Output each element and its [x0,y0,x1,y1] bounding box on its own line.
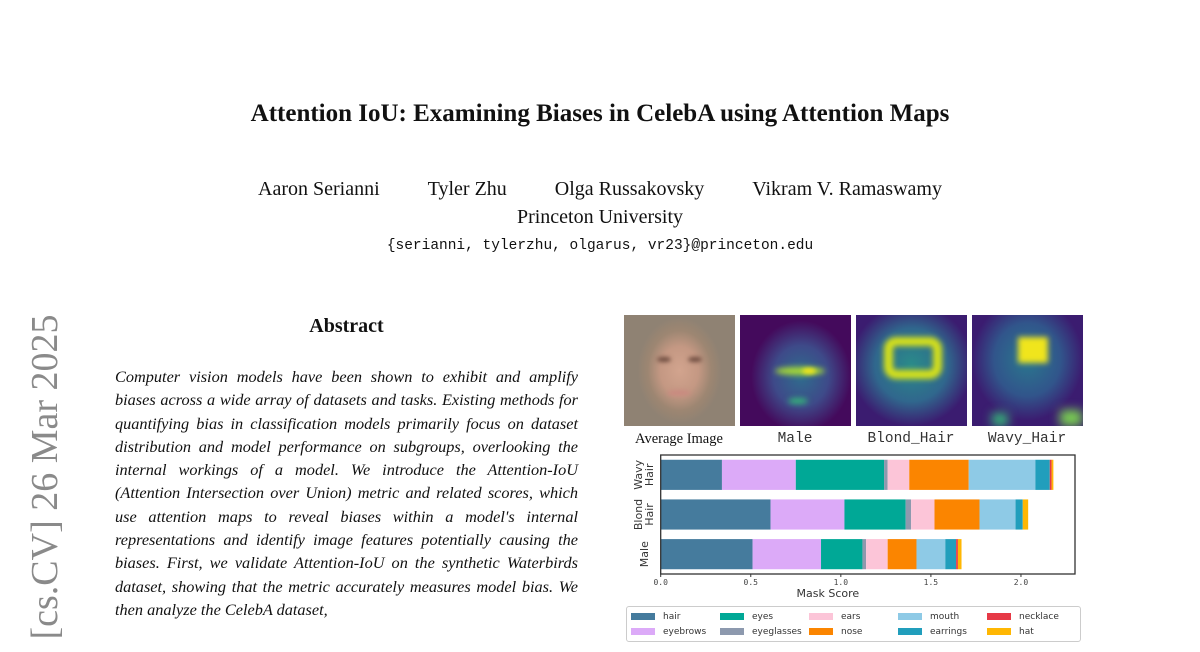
bar-segment-ears [911,499,935,530]
caption-blond-hair: Blond_Hair [867,431,955,447]
legend-swatch [809,628,833,635]
bar-segment-hat [1051,459,1054,490]
author-list: Aaron Serianni Tyler Zhu Olga Russakovsk… [0,178,1200,201]
legend-item-hat: hat [987,624,1076,639]
bar-segment-eyeglasses [862,539,867,570]
bar-segment-eyebrows [721,459,796,490]
attention-map-male [740,315,851,426]
x-tick-label: 1.0 [834,578,849,587]
legend-swatch [631,613,655,620]
legend-label: ears [841,611,861,622]
legend-item-nose: nose [809,624,898,639]
legend-swatch [720,628,744,635]
legend-swatch [987,613,1011,620]
legend-swatch [720,613,744,620]
bar-segment-eyes [821,539,863,570]
legend-item-hair: hair [631,609,720,624]
plot-frame [660,454,1076,575]
legend-swatch [631,628,655,635]
legend-item-necklace: necklace [987,609,1076,624]
y-tick-label: Blond [632,499,645,530]
caption-average-image: Average Image [635,431,723,447]
legend-label: hair [663,611,681,622]
legend-label: mouth [930,611,960,622]
author: Olga Russakovsky [554,178,705,200]
bar-segment-mouth [968,459,1036,490]
legend-label: earrings [930,626,967,637]
legend-label: necklace [1019,611,1059,622]
legend-swatch [898,613,922,620]
bar-segment-eyebrows [770,499,845,530]
bar-segment-mouth [916,539,946,570]
legend-item-ears: ears [809,609,898,624]
bar-segment-hat [957,539,962,570]
bar-segment-ears [866,539,888,570]
legend-swatch [809,613,833,620]
chart-legend: hair eyebrows eyes eyeglasses ears nose mouth e… [626,606,1081,642]
x-axis-label: Mask Score [797,587,860,600]
legend-swatch [987,628,1011,635]
abstract-heading: Abstract [309,315,384,337]
bar-segment-necklace [1049,459,1052,490]
x-tick-label: 0.5 [744,578,759,587]
bar-segment-eyeglasses [884,459,888,490]
author-emails: {serianni, tylerzhu, olgarus, vr23}@prin… [386,238,814,254]
author: Tyler Zhu [427,178,507,200]
legend-item-earrings: earrings [898,624,987,639]
legend-item-eyeglasses: eyeglasses [720,624,809,639]
bar-segment-ears [887,459,910,490]
caption-male: Male [777,431,813,447]
bar-segment-earrings [1015,499,1023,530]
legend-label: hat [1019,626,1034,637]
paper-title: Attention IoU: Examining Biases in Celeb… [250,100,950,127]
bar-segment-eyes [795,459,885,490]
y-tick-label: Male [638,541,651,567]
abstract-text: Computer vision models have been shown t… [115,367,578,619]
bar-segment-nose [934,499,980,530]
y-tick-label: Hair [643,503,656,526]
legend-swatch [898,628,922,635]
average-face-image [624,315,735,426]
attention-map-wavy-hair [972,315,1083,426]
bar-segment-mouth [979,499,1016,530]
x-tick-label: 2.0 [1014,578,1029,587]
bar-segment-eyes [844,499,906,530]
author: Vikram V. Ramaswamy [752,178,942,200]
bar-segment-earrings [1035,459,1050,490]
bar-segment-hair [660,539,753,570]
legend-label: eyes [752,611,774,622]
legend-item-mouth: mouth [898,609,987,624]
bar-segment-earrings [945,539,957,570]
x-tick-label: 0.0 [653,578,668,587]
legend-label: nose [841,626,863,637]
bar-segment-nose [909,459,969,490]
author: Aaron Serianni [258,178,380,200]
bar-segment-eyebrows [752,539,822,570]
bar-segment-hair [660,459,722,490]
legend-item-eyebrows: eyebrows [631,624,720,639]
legend-item-eyes: eyes [720,609,809,624]
caption-wavy-hair: Wavy_Hair [987,431,1067,447]
y-tick-label: Wavy [632,459,645,489]
y-tick-label: Hair [643,463,656,486]
legend-label: eyebrows [663,626,707,637]
bar-segment-eyeglasses [905,499,912,530]
bar-segment-necklace [956,539,958,570]
x-tick-label: 1.5 [924,578,939,587]
bar-segment-nose [887,539,917,570]
arxiv-stamp: [cs.CV] 26 Mar 2025 [24,314,66,640]
bar-segment-hat [1022,499,1029,530]
legend-label: eyeglasses [752,626,802,637]
affiliation: Princeton University [516,206,684,228]
attention-map-blond-hair [856,315,967,426]
bar-segment-hair [660,499,771,530]
